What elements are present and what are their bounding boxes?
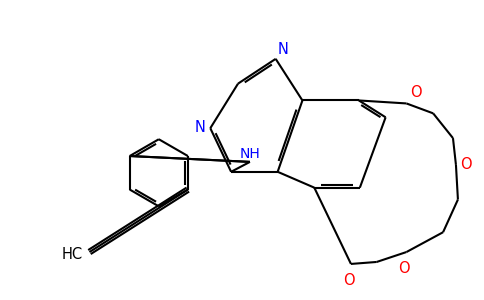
Text: O: O (343, 273, 354, 288)
Text: O: O (460, 158, 472, 172)
Text: N: N (278, 42, 288, 57)
Text: O: O (410, 85, 422, 100)
Text: HC: HC (61, 247, 82, 262)
Text: N: N (195, 120, 206, 135)
Text: O: O (398, 261, 410, 276)
Text: NH: NH (240, 147, 261, 161)
